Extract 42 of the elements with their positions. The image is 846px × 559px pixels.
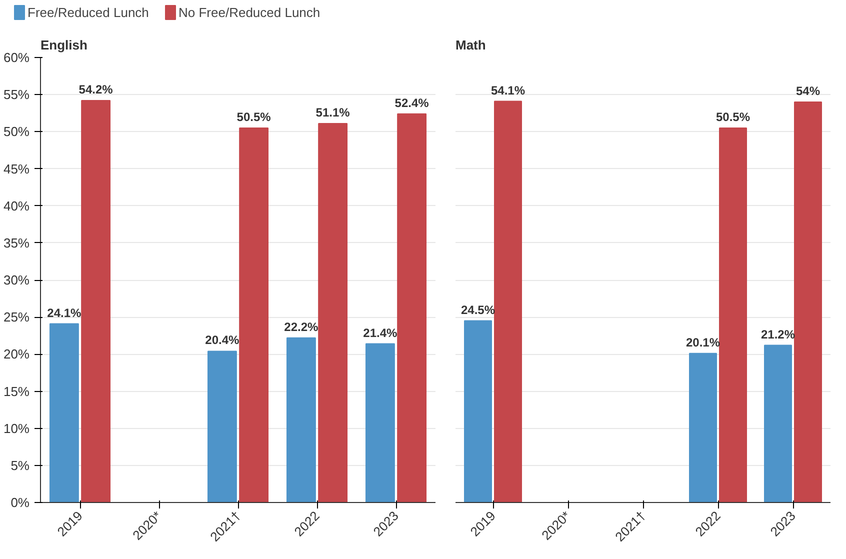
y-tick-label: 25% (3, 310, 30, 325)
chart-title: Math (456, 38, 486, 52)
bar (464, 320, 492, 502)
data-label: 22.2% (284, 320, 319, 334)
legend-label: Free/Reduced Lunch (28, 5, 149, 20)
bar (207, 350, 237, 502)
data-label: 54.1% (490, 83, 526, 98)
bar (719, 127, 747, 502)
data-label: 52.4% (394, 96, 430, 110)
data-label: 21.4% (363, 326, 398, 340)
legend-label: No Free/Reduced Lunch (178, 5, 320, 20)
bar (689, 352, 717, 502)
bar (494, 100, 522, 502)
y-tick-label: 40% (3, 198, 30, 214)
y-tick-label: 45% (3, 161, 30, 176)
y-tick-label: 10% (3, 420, 30, 436)
bar (81, 100, 111, 502)
bar (365, 343, 395, 502)
bar (239, 127, 269, 502)
y-tick-label: 15% (3, 384, 30, 399)
bar (764, 344, 792, 502)
y-tick-label: 60% (3, 50, 30, 65)
y-tick-label: 5% (10, 458, 30, 473)
data-label: 50.5% (236, 110, 272, 124)
y-tick-label: 55% (3, 87, 30, 102)
y-tick-label: 0% (10, 495, 30, 510)
bar (318, 123, 348, 502)
data-label: 54% (796, 84, 820, 98)
bar (397, 113, 427, 502)
y-tick-label: 30% (3, 272, 30, 288)
y-tick-label: 20% (3, 346, 30, 362)
bar (49, 323, 79, 502)
chart-title: English (40, 38, 88, 52)
data-label: 50.5% (716, 110, 750, 124)
bar (794, 102, 822, 502)
data-label: 20.4% (205, 333, 240, 348)
y-tick-label: 50% (3, 124, 30, 140)
data-label: 24.1% (47, 306, 82, 320)
bar (286, 337, 316, 502)
data-label: 51.1% (316, 106, 350, 120)
data-label: 54.2% (78, 82, 114, 97)
y-tick-label: 35% (3, 235, 30, 250)
